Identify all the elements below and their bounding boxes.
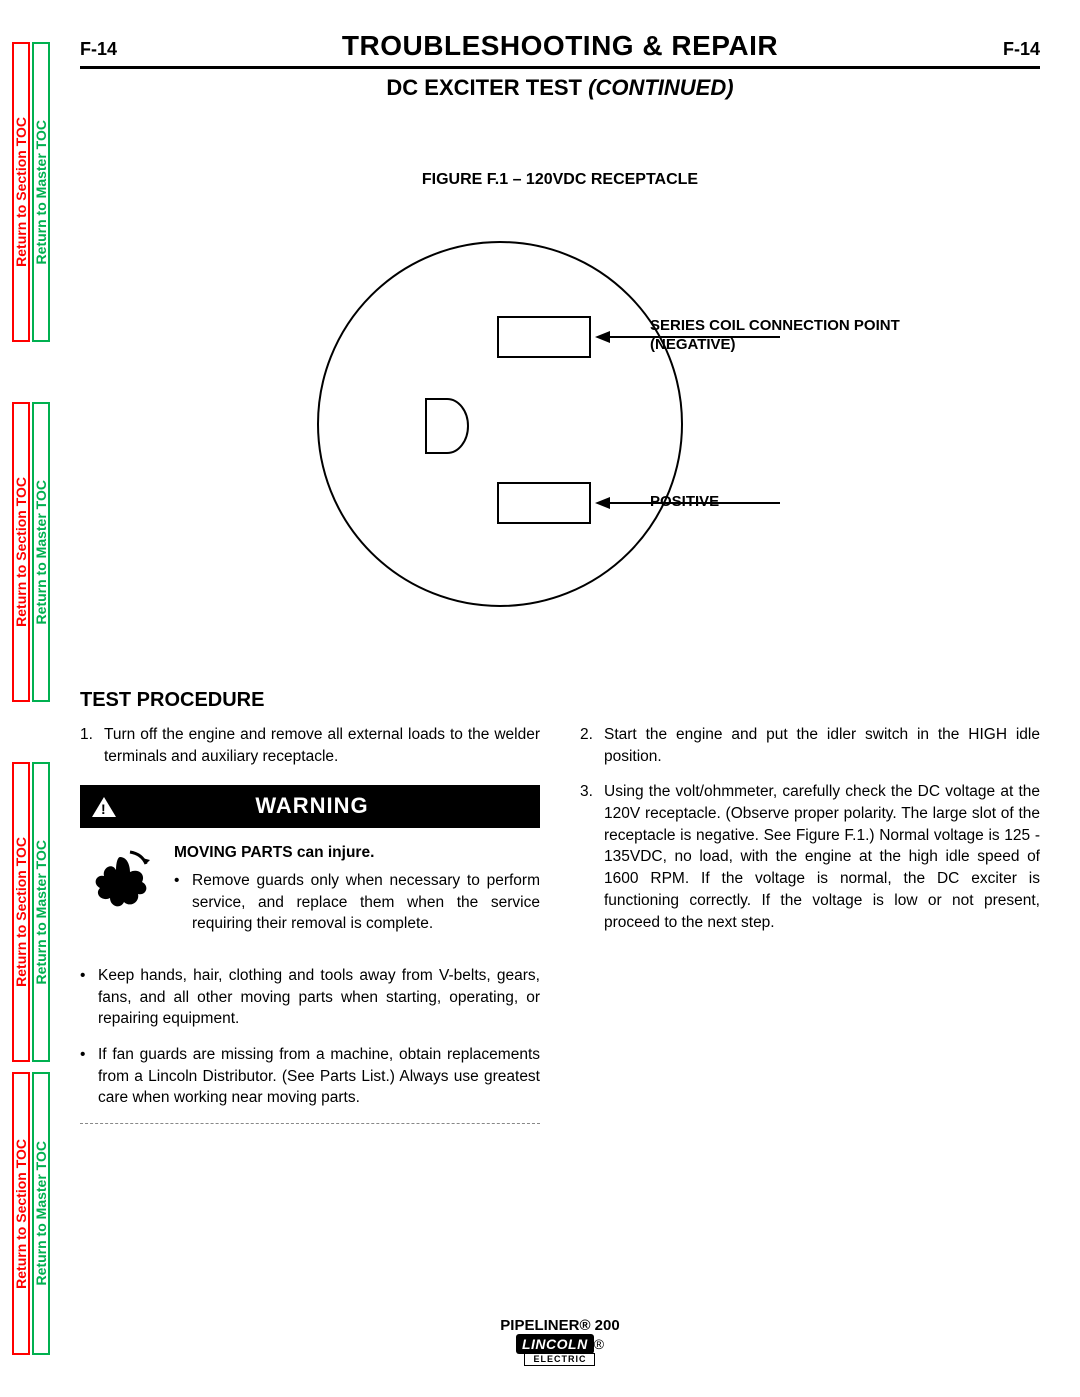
- brand-lincoln: LINCOLN: [522, 1336, 588, 1352]
- step-number: 2.: [580, 724, 604, 767]
- left-column: 1. Turn off the engine and remove all ex…: [80, 724, 540, 1124]
- bullet-dot: •: [80, 965, 98, 1030]
- tab-label: Return to Section TOC: [13, 117, 29, 267]
- warning-text-block: MOVING PARTS can injure. • Remove guards…: [174, 842, 540, 949]
- page-code-left: F-14: [80, 39, 117, 60]
- warning-heading: MOVING PARTS can injure.: [174, 842, 540, 864]
- bullet-text: If fan guards are missing from a machine…: [98, 1044, 540, 1109]
- test-procedure-heading: TEST PROCEDURE: [80, 689, 1040, 712]
- bullet-dot: •: [174, 870, 192, 935]
- return-master-toc-link[interactable]: Return to Master TOC: [32, 1072, 50, 1355]
- warning-block: MOVING PARTS can injure. • Remove guards…: [80, 842, 540, 949]
- page-title: TROUBLESHOOTING & REPAIR: [342, 30, 778, 62]
- step-1: 1. Turn off the engine and remove all ex…: [80, 724, 540, 767]
- callout-negative: SERIES COIL CONNECTION POINT (NEGATIVE): [650, 317, 910, 355]
- body-columns: 1. Turn off the engine and remove all ex…: [80, 724, 1040, 1124]
- step-number: 3.: [580, 781, 604, 933]
- dashed-separator: [80, 1123, 540, 1124]
- step-text: Start the engine and put the idler switc…: [604, 724, 1040, 767]
- subtitle-main: DC EXCITER TEST: [386, 75, 582, 100]
- return-master-toc-link[interactable]: Return to Master TOC: [32, 762, 50, 1062]
- step-3: 3. Using the volt/ohmmeter, carefully ch…: [580, 781, 1040, 933]
- tab-label: Return to Section TOC: [13, 837, 29, 987]
- page-footer: PIPELINER® 200 LINCOLN ® ELECTRIC: [80, 1317, 1040, 1367]
- tab-label: Return to Master TOC: [33, 840, 49, 984]
- brand-registered: ®: [594, 1336, 604, 1352]
- bullet-dot: •: [80, 1044, 98, 1109]
- tab-label: Return to Section TOC: [13, 477, 29, 627]
- subtitle-continued: (CONTINUED): [588, 75, 733, 100]
- figure-caption: FIGURE F.1 – 120VDC RECEPTACLE: [80, 171, 1040, 189]
- tab-label: Return to Section TOC: [13, 1139, 29, 1289]
- receptacle-diagram: SERIES COIL CONNECTION POINT (NEGATIVE) …: [80, 209, 1040, 659]
- return-section-toc-link[interactable]: Return to Section TOC: [12, 762, 30, 1062]
- bullet-text: Remove guards only when necessary to per…: [192, 870, 540, 935]
- warning-bullet: • Remove guards only when necessary to p…: [174, 870, 540, 935]
- return-master-toc-link[interactable]: Return to Master TOC: [32, 402, 50, 702]
- brand-electric: ELECTRIC: [524, 1353, 595, 1366]
- tab-label: Return to Master TOC: [33, 1141, 49, 1285]
- return-master-toc-link[interactable]: Return to Master TOC: [32, 42, 50, 342]
- tab-label: Return to Master TOC: [33, 480, 49, 624]
- warning-label: WARNING: [126, 791, 528, 822]
- product-name: PIPELINER® 200: [80, 1317, 1040, 1334]
- moving-parts-icon: [80, 842, 160, 922]
- warning-triangle-icon: [92, 797, 116, 817]
- step-number: 1.: [80, 724, 104, 767]
- step-2: 2. Start the engine and put the idler sw…: [580, 724, 1040, 767]
- page-header: F-14 TROUBLESHOOTING & REPAIR F-14: [80, 30, 1040, 69]
- bullet-text: Keep hands, hair, clothing and tools awa…: [98, 965, 540, 1030]
- page-code-right: F-14: [1003, 39, 1040, 60]
- callout-positive: POSITIVE: [650, 493, 719, 512]
- page-content: F-14 TROUBLESHOOTING & REPAIR F-14 DC EX…: [80, 30, 1040, 1367]
- side-nav-tabs: Return to Section TOC Return to Master T…: [12, 42, 52, 1355]
- tab-label: Return to Master TOC: [33, 120, 49, 264]
- step-text: Using the volt/ohmmeter, carefully check…: [604, 781, 1040, 933]
- warning-bullet: • Keep hands, hair, clothing and tools a…: [80, 965, 540, 1030]
- brand-logo: LINCOLN ® ELECTRIC: [80, 1337, 1040, 1367]
- warning-banner: WARNING: [80, 785, 540, 828]
- return-section-toc-link[interactable]: Return to Section TOC: [12, 1072, 30, 1355]
- right-column: 2. Start the engine and put the idler sw…: [580, 724, 1040, 1124]
- warning-bullet: • If fan guards are missing from a machi…: [80, 1044, 540, 1109]
- page-subtitle: DC EXCITER TEST (CONTINUED): [80, 75, 1040, 101]
- return-section-toc-link[interactable]: Return to Section TOC: [12, 402, 30, 702]
- return-section-toc-link[interactable]: Return to Section TOC: [12, 42, 30, 342]
- step-text: Turn off the engine and remove all exter…: [104, 724, 540, 767]
